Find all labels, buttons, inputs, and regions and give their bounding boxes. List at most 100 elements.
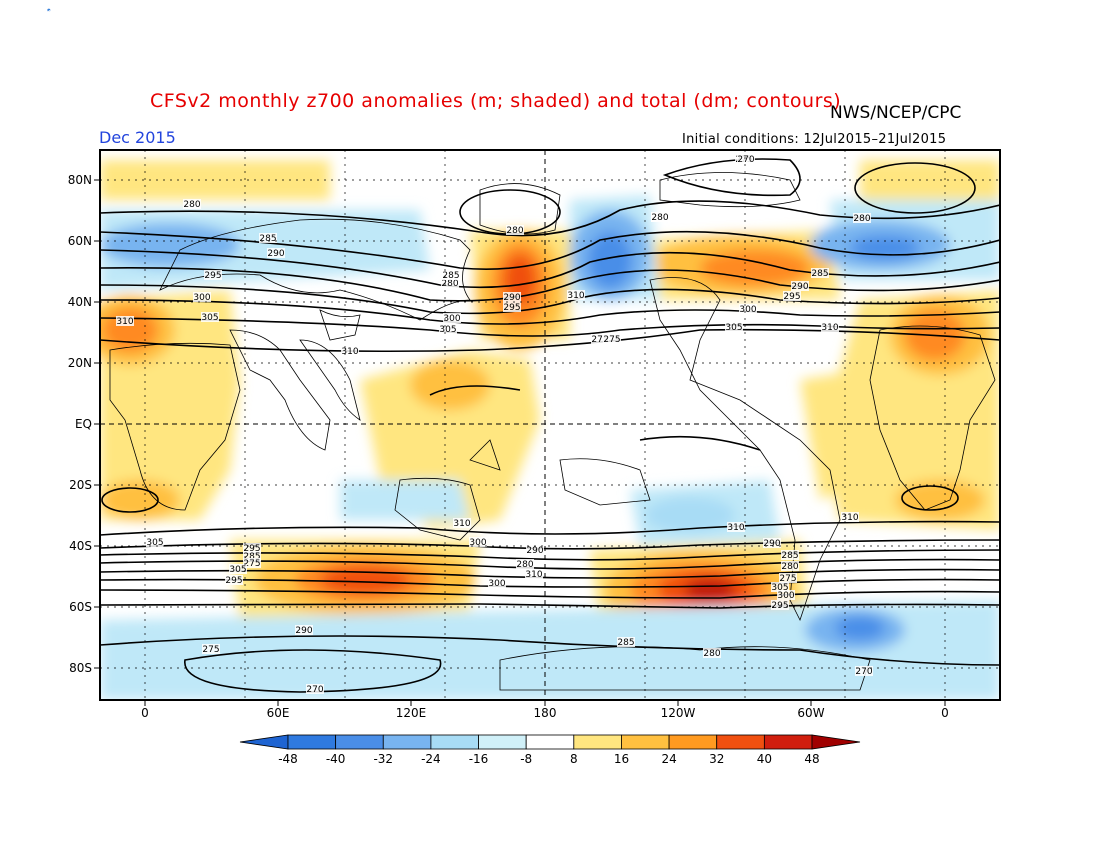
contour-label: 290 [791,282,808,292]
contour-label: 270 [855,667,872,677]
contour-label: 300 [739,305,756,315]
agency-label: NWS/NCEP/CPC [830,103,962,123]
colorbar-label: 24 [661,752,677,766]
contour-label: 290 [503,293,520,303]
colorbar-label: 40 [756,752,772,766]
contour-label: 280 [183,200,200,210]
chart-title: CFSv2 monthly z700 anomalies (m; shaded)… [150,90,842,112]
anomaly-neg-8 [100,600,1000,700]
contour-label: 310 [453,519,470,529]
colorbar-bin [478,734,527,750]
contour-label: 310 [841,513,858,523]
lat-label-20n: 20N [67,356,92,370]
contour-label: 295 [783,292,800,302]
colorbar [239,734,861,750]
lon-label-60w: 60W [797,706,825,720]
contour-label: 280 [853,214,870,224]
lon-label-120w: 120W [660,706,696,720]
colorbar-max-arrow [811,734,861,750]
lon-label-180: 180 [533,706,557,720]
anomaly-neg-16 [100,223,240,267]
contour-label: 305 [201,313,218,323]
colorbar-label: 32 [709,752,725,766]
contour-label: 280 [781,562,798,572]
noaa-logo-text: NOAA [914,58,942,68]
colorbar-bin [716,734,765,750]
contour-label: 280 [441,279,458,289]
colorbar-bin [621,734,670,750]
contour-label: 285 [617,638,634,648]
contour-label: 280 [516,560,533,570]
lat-label-20s: 20S [69,478,92,492]
lat-label-60s: 60S [69,600,92,614]
contour-label: 295 [225,576,242,586]
contour-label: 295 [204,271,221,281]
noaa-logo [47,8,51,12]
forecast-period: Dec 2015 [99,128,176,147]
colorbar-bin [763,734,813,750]
lat-label-60n: 60N [67,234,92,248]
lat-label-80s: 80S [69,661,92,675]
lat-label-eq: EQ [74,417,92,431]
contour-label: 275 [779,574,796,584]
anomaly-pos-24 [100,480,180,520]
colorbar-bin [668,734,718,750]
contour-label: 300 [488,579,505,589]
contour-label: 285 [442,271,459,281]
colorbar-bin [335,734,384,750]
anomaly-pos-16 [100,160,330,200]
lon-label-0-east: 0 [941,706,949,720]
colorbar-bin [287,734,337,750]
contour-label: 310 [341,347,358,357]
contour-label: 270 [306,685,323,695]
contour-label: 310 [567,291,584,301]
anomaly-pos-48 [684,578,736,602]
colorbar-label: -8 [520,752,533,766]
contour-label: 285 [259,234,276,244]
lat-label-80n: 80N [67,173,92,187]
contour-label: 310 [821,323,838,333]
anomaly-pos-16 [860,160,1000,200]
anomaly-pos-24 [410,360,490,410]
contour-label: 285 [811,269,828,279]
contour-label: 305 [771,583,788,593]
anomaly-pos-32 [700,250,810,286]
contour-label: 305 [439,325,456,335]
anomaly-neg-16 [645,497,735,533]
colorbar-bin [382,734,432,750]
contour-label: 275 [591,335,608,345]
contour-label: 285 [243,552,260,562]
initial-conditions: Initial conditions: 12Jul2015–21Jul2015 [682,132,947,147]
anomaly-pos-40 [320,566,410,594]
contour-label: 310 [525,570,542,580]
colorbar-label: -40 [325,752,346,766]
contour-label: 275 [202,645,219,655]
colorbar-bin [573,734,622,750]
contour-label: 280 [703,649,720,659]
contour-label: 275 [243,559,260,569]
contour-label: 275 [603,335,620,345]
anomaly-pos-16 [800,370,880,500]
map-frame [99,149,1001,701]
colorbar-label: 48 [804,752,820,766]
contour-label: 300 [777,591,794,601]
graticule [100,150,1000,700]
lat-label-40s: 40S [69,539,92,553]
anomaly-neg-8 [340,480,470,520]
contour-label: 300 [443,314,460,324]
contour-label: 310 [116,317,133,327]
contour-label: 290 [267,249,284,259]
contour-label: 295 [771,601,788,611]
colorbar-min-arrow [239,734,289,750]
contour-label: 290 [526,546,543,556]
equator-and-dateline [100,150,1000,700]
contour-label: 285 [781,551,798,561]
anomaly-neg-24 [588,232,632,288]
contour-label: 310 [727,523,744,533]
colorbar-label: -32 [373,752,394,766]
anomaly-neg-24 [850,236,920,260]
contour-label: 280 [651,213,668,223]
colorbar-bin [525,734,575,750]
colorbar-label: 16 [613,752,630,766]
